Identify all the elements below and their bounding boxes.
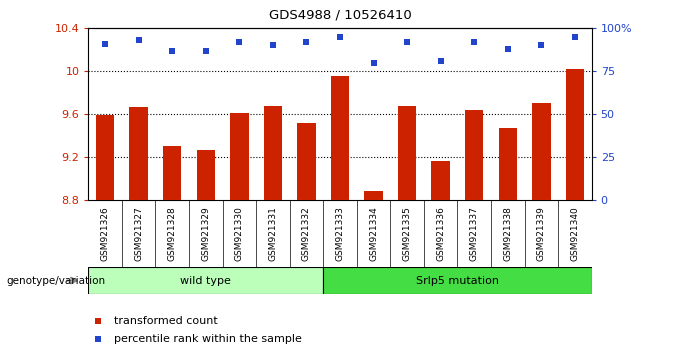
Text: GSM921330: GSM921330 <box>235 206 244 261</box>
Text: GSM921332: GSM921332 <box>302 206 311 261</box>
Bar <box>566 69 584 200</box>
Text: GSM921333: GSM921333 <box>335 206 345 261</box>
Text: transformed count: transformed count <box>114 316 218 326</box>
Bar <box>364 192 383 200</box>
Point <box>435 58 446 64</box>
Bar <box>431 161 450 200</box>
Point <box>301 39 312 45</box>
Text: GSM921328: GSM921328 <box>168 206 177 261</box>
Point <box>335 34 345 40</box>
Bar <box>330 75 350 200</box>
Point <box>167 48 177 53</box>
Bar <box>88 267 323 294</box>
Bar <box>230 113 249 200</box>
Text: genotype/variation: genotype/variation <box>7 275 106 286</box>
Point <box>93 336 104 342</box>
Text: GSM921338: GSM921338 <box>503 206 512 261</box>
Point <box>368 60 379 65</box>
Point <box>469 39 479 45</box>
Text: wild type: wild type <box>180 275 231 286</box>
Text: GSM921339: GSM921339 <box>537 206 546 261</box>
Text: GDS4988 / 10526410: GDS4988 / 10526410 <box>269 9 411 22</box>
Point <box>201 48 211 53</box>
Bar <box>323 267 592 294</box>
Bar <box>96 115 114 200</box>
Point <box>93 319 104 324</box>
Text: GSM921336: GSM921336 <box>436 206 445 261</box>
Point <box>503 46 513 52</box>
Point <box>569 34 580 40</box>
Text: GSM921334: GSM921334 <box>369 206 378 261</box>
Bar <box>532 103 551 200</box>
Text: GSM921340: GSM921340 <box>571 206 579 261</box>
Bar <box>163 146 182 200</box>
Bar <box>129 107 148 200</box>
Bar <box>197 150 215 200</box>
Bar <box>297 123 316 200</box>
Text: GSM921331: GSM921331 <box>269 206 277 261</box>
Point <box>234 39 245 45</box>
Point <box>536 43 547 48</box>
Text: GSM921327: GSM921327 <box>134 206 143 261</box>
Point <box>267 43 278 48</box>
Text: GSM921337: GSM921337 <box>470 206 479 261</box>
Text: GSM921326: GSM921326 <box>101 206 109 261</box>
Bar <box>465 110 483 200</box>
Text: GSM921335: GSM921335 <box>403 206 411 261</box>
Point <box>100 41 111 47</box>
Point <box>133 38 144 43</box>
Bar <box>264 105 282 200</box>
Bar <box>398 105 416 200</box>
Point <box>402 39 413 45</box>
Bar <box>498 128 517 200</box>
Text: Srlp5 mutation: Srlp5 mutation <box>416 275 499 286</box>
Text: GSM921329: GSM921329 <box>201 206 210 261</box>
Text: percentile rank within the sample: percentile rank within the sample <box>114 334 301 344</box>
